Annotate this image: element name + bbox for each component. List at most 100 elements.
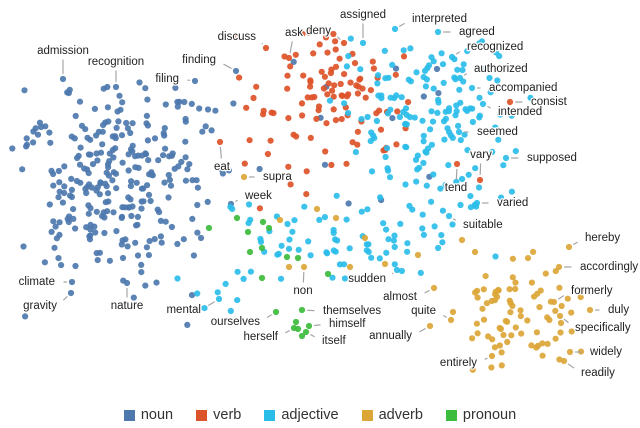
data-point-adjective — [492, 124, 499, 131]
data-point-noun — [121, 204, 128, 211]
data-point-verb — [298, 100, 306, 107]
legend-swatch-verb — [196, 409, 208, 421]
legend-item-verb[interactable]: verb — [196, 408, 241, 423]
data-point-adjective — [476, 40, 483, 47]
data-point-verb — [337, 80, 344, 88]
data-point-adjective — [398, 267, 405, 275]
data-point-verb — [307, 134, 314, 141]
data-point-adjective — [359, 39, 367, 47]
data-point-adverb — [285, 263, 293, 271]
data-point-adjective — [459, 175, 466, 183]
data-point-verb — [324, 91, 331, 98]
data-point-noun — [196, 105, 203, 112]
data-point-noun — [71, 135, 78, 142]
data-point-noun — [124, 125, 131, 132]
data-point-adjective — [214, 289, 221, 296]
data-point-adjective — [469, 118, 476, 126]
data-point-noun — [119, 254, 127, 262]
data-point-adverb — [550, 298, 558, 306]
data-point-verb — [376, 107, 383, 114]
legend-label-noun: noun — [140, 406, 174, 423]
data-point-adjective — [240, 275, 247, 282]
data-point-adverb — [430, 284, 438, 292]
data-point-noun — [48, 228, 55, 235]
data-point-adjective — [330, 226, 337, 234]
data-point-pronoun — [294, 254, 302, 262]
leader-line-herself — [285, 330, 290, 334]
data-point-adverb — [557, 329, 564, 336]
data-point-noun — [167, 182, 175, 189]
data-point-pronoun — [290, 324, 298, 332]
data-point-noun — [61, 183, 68, 190]
word-label-varied: varied — [497, 197, 528, 209]
data-point-adjective — [343, 216, 350, 223]
data-point-verb — [332, 63, 340, 70]
data-point-verb — [285, 54, 293, 62]
legend-item-pronoun[interactable]: pronoun — [445, 408, 516, 423]
data-point-adjective — [431, 223, 438, 230]
data-point-adjective — [284, 220, 291, 228]
data-point-adverb — [489, 336, 496, 343]
data-point-adverb — [577, 294, 584, 301]
data-point-adjective — [430, 171, 437, 178]
data-point-adjective — [391, 261, 398, 268]
data-point-adjective — [434, 28, 442, 36]
leader-line-almost — [424, 290, 430, 294]
data-point-adverb — [480, 286, 487, 293]
legend-item-adjective[interactable]: adjective — [264, 408, 339, 423]
data-point-noun — [105, 198, 112, 205]
data-point-noun — [50, 182, 57, 189]
data-point-verb — [331, 82, 338, 89]
leader-line-itself — [310, 334, 315, 338]
leader-line-mental — [208, 301, 215, 306]
data-point-adjective — [332, 236, 339, 243]
legend-item-adverb[interactable]: adverb — [361, 408, 423, 423]
data-point-adjective — [473, 218, 481, 225]
data-point-adjective — [455, 122, 462, 129]
data-point-verb — [246, 137, 253, 144]
data-point-noun — [89, 161, 97, 168]
data-point-adverb — [473, 320, 480, 327]
data-point-noun — [140, 198, 147, 205]
data-point-noun — [129, 203, 136, 210]
data-point-noun — [145, 157, 152, 164]
data-point-adjective — [419, 225, 426, 232]
data-point-noun — [70, 206, 77, 213]
data-point-adjective — [345, 53, 352, 60]
data-point-adverb — [558, 302, 565, 310]
data-point-adverb — [469, 335, 476, 342]
data-point-noun — [105, 118, 112, 125]
data-point-adjective — [512, 148, 519, 155]
data-point-noun — [104, 208, 111, 215]
data-point-adverb — [276, 216, 284, 224]
data-point-adjective — [364, 113, 371, 121]
word-label-suitable: suitable — [463, 219, 503, 231]
data-point-noun — [194, 184, 201, 191]
data-point-noun — [168, 152, 175, 159]
legend-item-noun[interactable]: noun — [123, 406, 174, 423]
data-point-noun — [59, 75, 67, 83]
data-point-adjective — [396, 113, 403, 121]
data-point-adverb — [566, 348, 574, 356]
data-point-noun — [118, 214, 125, 221]
data-point-noun — [19, 166, 26, 173]
data-point-noun — [65, 218, 72, 226]
data-point-pronoun — [244, 228, 252, 236]
data-point-verb — [300, 72, 307, 79]
data-point-adjective — [367, 138, 374, 145]
data-point-noun — [104, 190, 112, 197]
data-point-adjective — [383, 249, 390, 256]
data-point-adjective — [420, 231, 427, 238]
data-point-noun — [113, 185, 120, 192]
data-point-noun — [230, 100, 237, 107]
data-point-adverb — [539, 352, 546, 359]
data-point-noun — [132, 153, 139, 160]
data-point-adjective — [448, 53, 456, 61]
data-point-noun — [420, 93, 427, 100]
data-point-noun — [117, 106, 124, 113]
data-point-verb — [332, 38, 339, 45]
data-point-noun — [134, 213, 141, 220]
data-point-adjective — [375, 72, 382, 79]
